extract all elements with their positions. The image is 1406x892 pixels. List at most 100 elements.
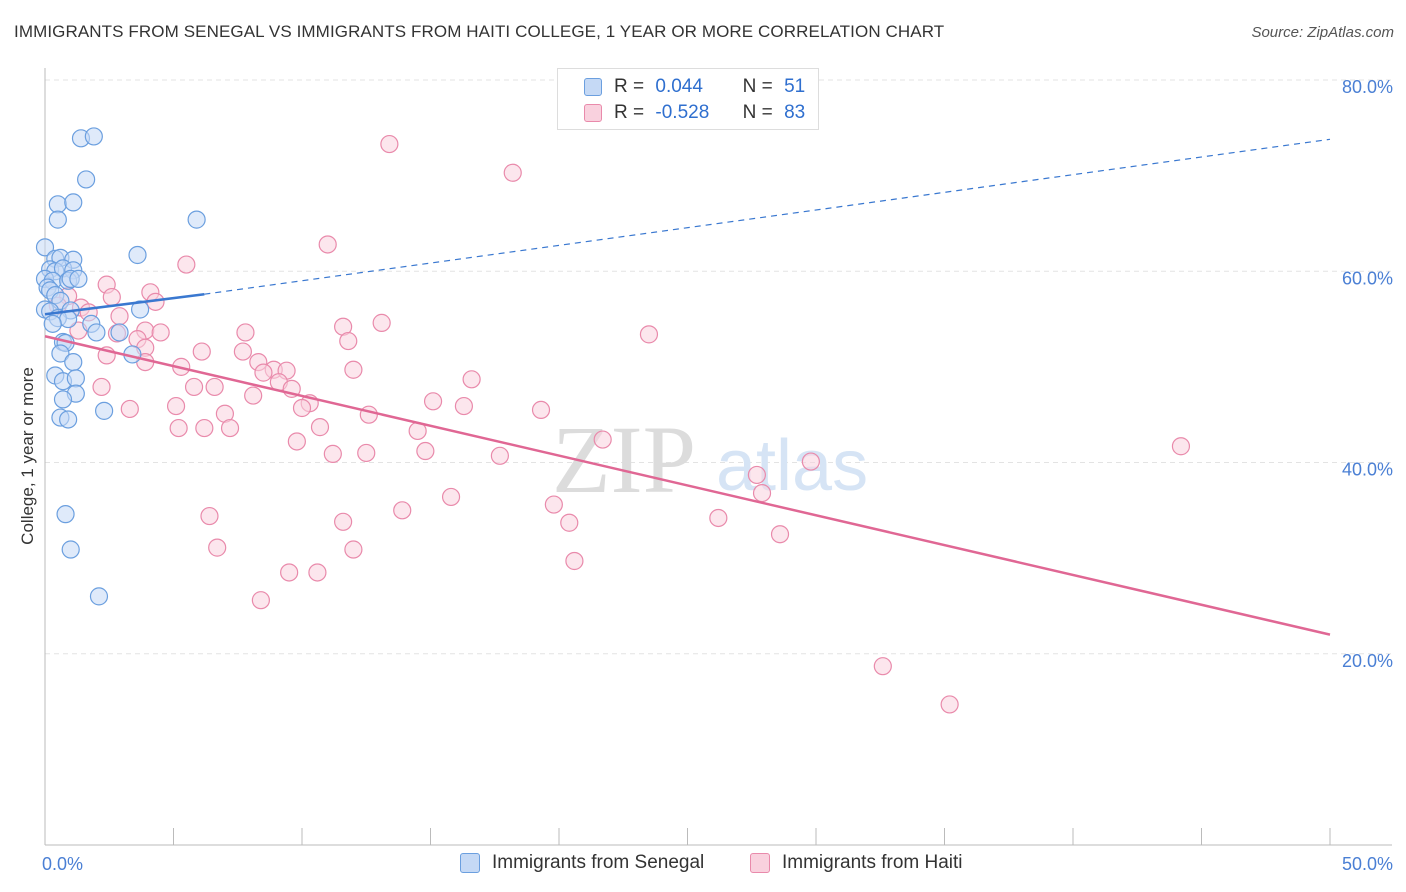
senegal-point xyxy=(53,390,73,409)
x-tick-label: 0.0% xyxy=(42,854,83,874)
senegal-point xyxy=(187,210,206,229)
senegal-point xyxy=(128,245,147,265)
haiti-point xyxy=(940,695,959,714)
haiti-point xyxy=(416,441,435,461)
senegal-point xyxy=(84,127,103,146)
senegal-point xyxy=(130,300,150,319)
r-value-haiti: -0.528 xyxy=(655,102,710,123)
trend-lines xyxy=(44,138,1331,636)
haiti-point xyxy=(593,430,612,449)
haiti-point xyxy=(200,506,219,526)
haiti-point xyxy=(220,418,240,438)
n-label: N = xyxy=(742,76,773,97)
senegal-points xyxy=(35,127,206,606)
haiti-point xyxy=(166,396,186,416)
haiti-swatch xyxy=(750,853,770,873)
haiti-point xyxy=(308,563,327,582)
senegal-trend-line xyxy=(44,292,205,316)
haiti-point xyxy=(770,525,790,544)
haiti-point xyxy=(254,363,273,382)
haiti-point xyxy=(208,538,227,557)
senegal-point xyxy=(61,540,80,559)
haiti-point xyxy=(244,386,263,405)
haiti-point xyxy=(120,399,139,419)
haiti-point xyxy=(380,134,399,154)
haiti-point xyxy=(280,563,299,582)
haiti-point xyxy=(310,418,330,437)
haiti-point xyxy=(560,513,579,532)
n-label: N = xyxy=(742,102,773,123)
r-label: R = xyxy=(614,102,645,123)
y-tick-label: 20.0% xyxy=(1342,651,1393,671)
haiti-point xyxy=(441,487,461,507)
haiti-swatch xyxy=(584,104,602,122)
tick-labels: 20.0% 40.0% 60.0% 80.0% 0.0% 50.0% xyxy=(42,77,1393,874)
haiti-point xyxy=(323,444,342,463)
grid-layer xyxy=(45,79,1392,655)
haiti-point xyxy=(565,551,584,571)
haiti-point xyxy=(110,307,129,326)
haiti-point xyxy=(251,591,270,610)
y-tick-label: 80.0% xyxy=(1342,77,1393,97)
haiti-point xyxy=(177,255,196,274)
chart-title: IMMIGRANTS FROM SENEGAL VS IMMIGRANTS FR… xyxy=(14,22,945,41)
watermark: ZIP atlas xyxy=(552,406,868,513)
haiti-point xyxy=(531,400,551,420)
r-label: R = xyxy=(614,76,645,97)
haiti-point xyxy=(339,331,358,351)
haiti-point xyxy=(169,418,188,438)
legend-label-haiti: Immigrants from Haiti xyxy=(782,852,963,873)
senegal-point xyxy=(56,505,75,524)
haiti-point xyxy=(344,540,363,559)
legend-label-senegal: Immigrants from Senegal xyxy=(492,852,705,873)
senegal-point xyxy=(35,238,55,257)
haiti-point xyxy=(393,501,412,520)
haiti-point xyxy=(462,370,481,389)
haiti-point xyxy=(454,396,474,416)
n-value-senegal: 51 xyxy=(784,76,806,97)
haiti-point xyxy=(102,287,121,307)
haiti-point xyxy=(205,377,224,397)
haiti-point xyxy=(503,163,522,182)
senegal-point xyxy=(48,195,67,214)
axes xyxy=(44,68,1392,846)
haiti-point xyxy=(359,405,378,424)
haiti-point xyxy=(184,377,204,397)
haiti-point xyxy=(801,452,820,471)
senegal-point xyxy=(59,410,78,429)
senegal-swatch xyxy=(584,78,602,96)
r-value-senegal: 0.044 xyxy=(655,76,703,97)
haiti-point xyxy=(344,360,363,379)
haiti-point xyxy=(639,325,659,344)
legend-text-haiti: R = -0.528 N = 83 xyxy=(614,102,805,124)
haiti-point xyxy=(423,392,443,411)
senegal-point xyxy=(64,352,83,372)
senegal-point xyxy=(89,587,109,606)
haiti-point xyxy=(873,657,892,676)
haiti-point xyxy=(195,418,214,438)
haiti-point xyxy=(357,443,376,463)
haiti-trend-line xyxy=(44,335,1331,636)
x-tick-label: 50.0% xyxy=(1342,854,1393,874)
senegal-point xyxy=(110,323,129,342)
senegal-point xyxy=(48,210,67,229)
y-tick-label: 40.0% xyxy=(1342,460,1393,480)
correlation-legend: R = 0.044 N = 51 R = -0.528 N = 83 xyxy=(557,68,819,130)
haiti-point xyxy=(752,484,772,503)
senegal-swatch xyxy=(460,853,480,873)
haiti-point xyxy=(490,446,509,465)
haiti-point xyxy=(151,323,170,342)
haiti-point xyxy=(544,495,563,514)
haiti-point xyxy=(92,377,111,397)
senegal-point xyxy=(51,344,70,363)
haiti-point xyxy=(233,342,252,361)
haiti-points xyxy=(48,134,1191,714)
source-credit: Source: ZipAtlas.com xyxy=(1251,24,1394,41)
senegal-point xyxy=(66,369,85,388)
senegal-point xyxy=(87,323,106,342)
haiti-point xyxy=(287,432,306,451)
haiti-point xyxy=(372,313,391,332)
haiti-point xyxy=(747,465,766,485)
haiti-point xyxy=(1171,437,1191,456)
